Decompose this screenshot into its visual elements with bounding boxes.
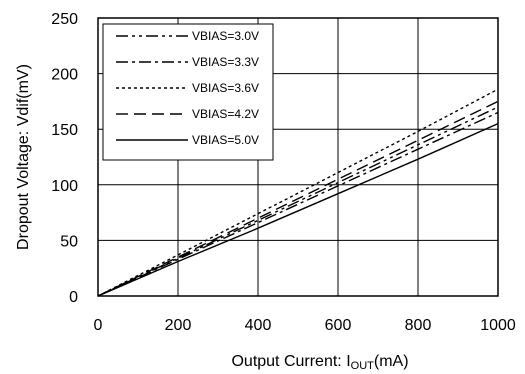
y-tick-labels: 0 50 100 150 200 250	[51, 11, 78, 306]
series-line	[97, 100, 499, 297]
y-tick-label: 200	[51, 67, 78, 84]
x-axis-title-main: Output Current: I	[231, 353, 350, 370]
x-tick-labels: 0 200 400 600 800 1000	[94, 317, 516, 334]
x-tick-label: 800	[405, 317, 432, 334]
x-tick-label: 600	[325, 317, 352, 334]
series-layer	[97, 88, 499, 297]
legend-label: VBIAS=3.0V	[192, 29, 259, 43]
x-axis-title: Output Current: IOUT(mA)	[231, 353, 408, 372]
plot-frame	[97, 17, 499, 297]
series-line	[97, 88, 499, 297]
legend-label: VBIAS=3.3V	[192, 55, 259, 69]
x-tick-label: 400	[245, 317, 272, 334]
series-line	[97, 122, 499, 297]
legend-label: VBIAS=4.2V	[192, 107, 259, 121]
legend: VBIAS=3.0V VBIAS=3.3V VBIAS=3.6V VBIAS=4.2V…	[102, 23, 274, 161]
legend-label: VBIAS=3.6V	[192, 81, 259, 95]
x-tick-label: 200	[165, 317, 192, 334]
y-axis-title: Dropout Voltage: Vdif(mV)	[15, 64, 32, 250]
legend-label: VBIAS=5.0V	[192, 133, 259, 147]
x-axis-title-unit: (mA)	[374, 353, 409, 370]
y-tick-label: 0	[69, 289, 78, 306]
x-tick-label: 1000	[480, 317, 516, 334]
y-tick-label: 50	[60, 233, 78, 250]
y-tick-label: 100	[51, 178, 78, 195]
y-tick-label: 150	[51, 122, 78, 139]
y-tick-label: 250	[51, 11, 78, 28]
series-line	[97, 111, 499, 297]
x-tick-label: 0	[94, 317, 103, 334]
series-line	[97, 106, 499, 297]
x-axis-title-subscript: OUT	[351, 360, 375, 372]
legend-box	[102, 23, 274, 161]
legend-items: VBIAS=3.0V VBIAS=3.3V VBIAS=3.6V VBIAS=4.2V…	[116, 29, 259, 147]
